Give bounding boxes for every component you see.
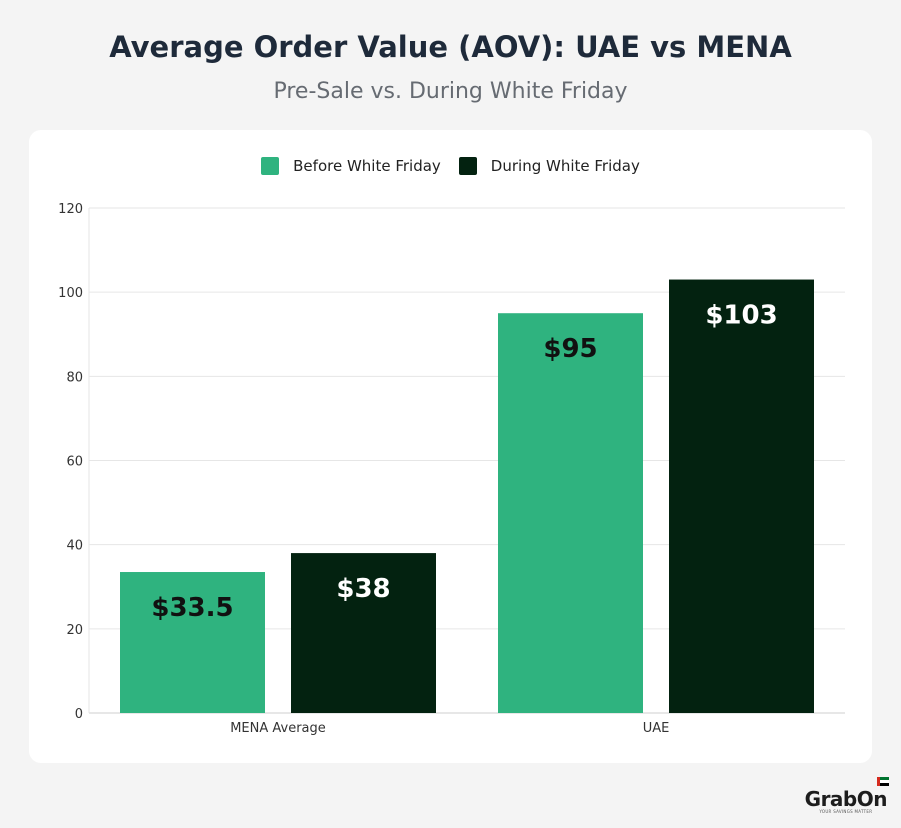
logo-text: GrabOn — [804, 787, 888, 811]
x-tick-label: MENA Average — [230, 721, 326, 736]
chart-title: Average Order Value (AOV): UAE vs MENA — [109, 30, 792, 64]
bar — [291, 553, 436, 713]
legend-swatch-during — [458, 157, 477, 175]
y-tick-label: 60 — [66, 455, 83, 470]
y-tick-label: 80 — [66, 370, 83, 385]
bar — [120, 572, 265, 713]
chart-card: Before White Friday During White Friday … — [29, 130, 872, 763]
y-tick-label: 20 — [66, 623, 83, 638]
logo-tagline: YOUR SAVINGS MATTER — [819, 809, 873, 814]
data-label: $95 — [543, 334, 597, 364]
bar — [669, 279, 814, 713]
legend-label-before: Before White Friday — [293, 157, 441, 175]
data-label: $33.5 — [151, 593, 233, 623]
legend: Before White Friday During White Friday — [29, 157, 872, 175]
y-tick-label: 40 — [66, 539, 83, 554]
bar-chart: 0 20 40 60 80 100 120 $33.5 $38 MENA Average $95 $1… — [58, 202, 845, 736]
uae-flag-icon — [877, 777, 889, 786]
grabon-logo: GrabOn YOUR SAVINGS MATTER — [804, 777, 889, 814]
y-tick-label: 0 — [75, 707, 83, 722]
legend-swatch-before — [261, 157, 280, 175]
y-tick-label: 100 — [58, 286, 83, 301]
legend-item-before: Before White Friday — [261, 157, 441, 175]
legend-item-during: During White Friday — [458, 157, 640, 175]
legend-label-during: During White Friday — [490, 157, 640, 175]
x-tick-label: UAE — [643, 721, 670, 736]
y-tick-label: 120 — [58, 202, 83, 217]
data-label: $103 — [705, 301, 777, 331]
chart-subtitle: Pre-Sale vs. During White Friday — [273, 79, 628, 104]
bar — [498, 313, 643, 713]
data-label: $38 — [336, 574, 390, 604]
